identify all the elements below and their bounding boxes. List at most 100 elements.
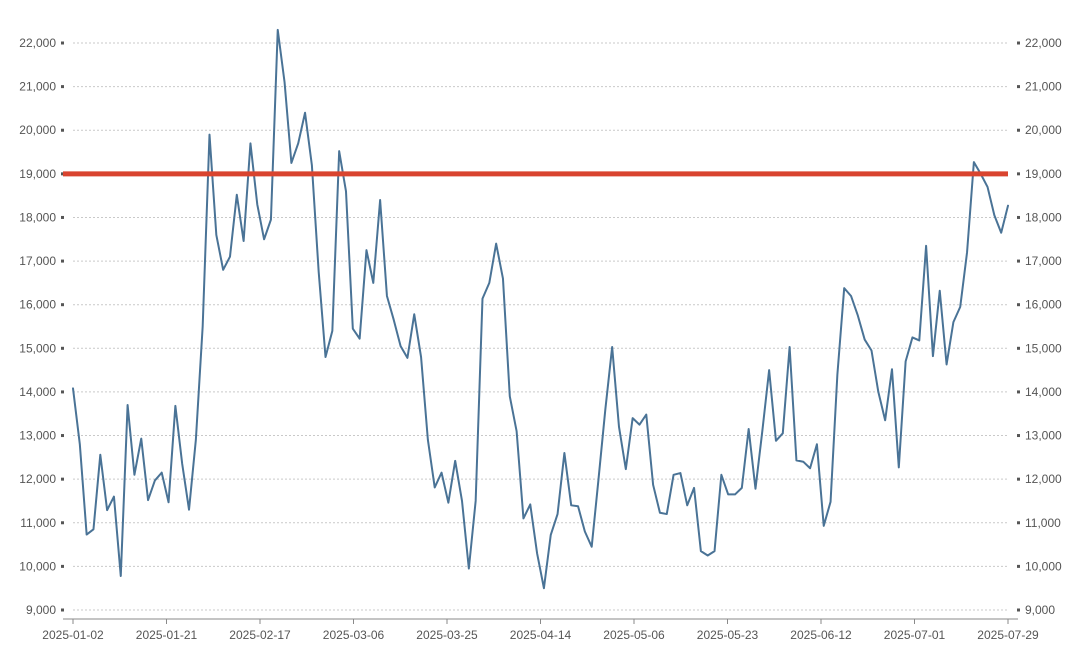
data-point (965, 250, 970, 255)
x-tick-label: 2025-07-01 (884, 628, 946, 642)
x-tick-label: 2025-03-25 (416, 628, 478, 642)
data-point (576, 504, 581, 509)
data-point (569, 503, 574, 508)
y-tick-label-left: 17,000 (19, 254, 56, 268)
data-point (419, 355, 424, 360)
data-point (227, 254, 232, 259)
y-tick-mark-left (61, 434, 64, 438)
data-point (985, 184, 990, 189)
data-point (398, 344, 403, 349)
data-point (746, 426, 751, 431)
data-point (466, 566, 471, 571)
data-point (405, 355, 410, 360)
x-tick-label: 2025-01-21 (136, 628, 198, 642)
data-point (412, 312, 417, 317)
y-tick-mark-left (61, 41, 64, 45)
data-point (268, 217, 273, 222)
data-point (842, 286, 847, 291)
data-point (343, 189, 348, 194)
series-line (72, 28, 1009, 590)
data-point (309, 163, 314, 168)
data-point (944, 362, 949, 367)
data-point (248, 141, 253, 146)
data-point (787, 344, 792, 349)
y-tick-mark-right (1017, 259, 1020, 263)
data-point (712, 549, 717, 554)
data-point (883, 418, 888, 423)
data-point (105, 508, 110, 513)
y-tick-mark-left (61, 346, 64, 350)
y-tick-label-right: 15,000 (1025, 341, 1062, 355)
data-point (698, 549, 703, 554)
data-point (828, 499, 833, 504)
data-point (801, 459, 806, 464)
data-point (910, 335, 915, 340)
y-tick-mark-left (61, 85, 64, 89)
data-point (917, 338, 922, 343)
y-tick-label-right: 11,000 (1025, 516, 1061, 530)
data-point (992, 213, 997, 218)
data-point (98, 452, 103, 457)
data-point (425, 437, 430, 442)
data-point (384, 293, 389, 298)
data-point (630, 416, 635, 421)
y-tick-label-right: 14,000 (1025, 385, 1062, 399)
data-point (671, 472, 676, 477)
y-tick-mark-left (61, 608, 64, 612)
x-tick-label: 2025-05-06 (603, 628, 665, 642)
data-point (664, 512, 669, 517)
y-tick-mark-right (1017, 564, 1020, 568)
data-point (644, 412, 649, 417)
y-tick-mark-right (1017, 128, 1020, 132)
data-point (535, 551, 540, 556)
y-tick-label-right: 16,000 (1025, 298, 1062, 312)
y-tick-label-right: 10,000 (1025, 559, 1062, 573)
data-point (193, 437, 198, 442)
y-tick-label-right: 9,000 (1025, 603, 1055, 617)
y-tick-mark-left (61, 303, 64, 307)
data-point (589, 544, 594, 549)
y-tick-mark-right (1017, 390, 1020, 394)
y-tick-label-right: 12,000 (1025, 472, 1062, 486)
data-point (371, 280, 376, 285)
data-point (330, 328, 335, 333)
data-point (446, 500, 451, 505)
data-point (111, 494, 116, 499)
data-point (71, 386, 76, 391)
data-point (275, 27, 280, 32)
data-point (255, 202, 260, 207)
y-tick-mark-left (61, 477, 64, 481)
data-point (541, 586, 546, 591)
y-tick-label-right: 20,000 (1025, 123, 1062, 137)
y-tick-label-left: 16,000 (19, 298, 56, 312)
y-tick-mark-left (61, 259, 64, 263)
data-point (780, 431, 785, 436)
data-point (91, 527, 96, 532)
data-point (221, 267, 226, 272)
data-point (378, 198, 383, 203)
y-tick-label-left: 9,000 (26, 603, 56, 617)
series-layer (71, 27, 1009, 591)
y-tick-label-right: 13,000 (1025, 429, 1062, 443)
data-point (869, 348, 874, 353)
data-point (473, 498, 478, 503)
data-point (596, 477, 601, 482)
data-point (739, 485, 744, 490)
data-point (118, 573, 123, 578)
data-point (166, 500, 171, 505)
data-point (139, 436, 144, 441)
data-point (180, 461, 185, 466)
y-tick-label-left: 14,000 (19, 385, 56, 399)
data-point (364, 248, 369, 253)
data-point (814, 442, 819, 447)
data-point (930, 354, 935, 359)
data-point (187, 507, 192, 512)
data-point (146, 498, 151, 503)
data-point (623, 467, 628, 472)
data-point (767, 368, 772, 373)
data-point (159, 470, 164, 475)
data-point (453, 458, 458, 463)
gridlines (73, 42, 1008, 611)
data-point (862, 337, 867, 342)
